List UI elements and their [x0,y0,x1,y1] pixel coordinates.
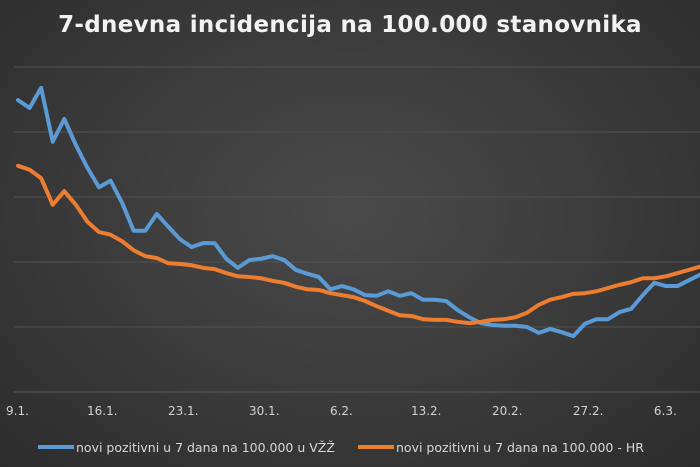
x-tick-label: 27.2. [573,404,604,418]
x-tick-label: 23.1. [168,404,199,418]
x-tick-label: 6.3. [654,404,677,418]
x-tick-label: 30.1. [249,404,280,418]
series-line-1 [16,85,700,339]
x-tick-label: 6.2. [330,404,353,418]
x-tick-label: 9.1. [6,404,29,418]
x-tick-label: 16.1. [87,404,118,418]
chart-title: 7-dnevna incidencija na 100.000 stanovni… [58,12,642,38]
legend-label-1: novi pozitivni u 7 dana na 100.000 u VŽŽ [76,440,335,455]
x-tick-label: 20.2. [492,404,523,418]
legend-label-2: novi pozitivni u 7 dana na 100.000 - HR [396,440,644,455]
x-tick-label: 13.2. [411,404,442,418]
series-line-2 [16,163,700,326]
